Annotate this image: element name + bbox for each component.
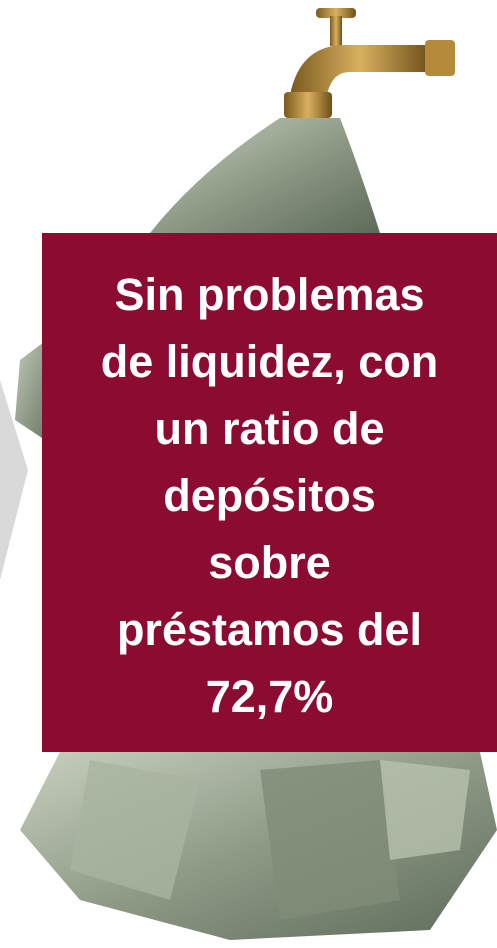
callout-text: un ratio de xyxy=(154,403,385,454)
callout-text: sobre xyxy=(208,537,331,588)
callout-box: Sin problemas de liquidez, con un ratio de… xyxy=(42,233,497,752)
chevron xyxy=(0,380,28,580)
faucet xyxy=(284,8,455,118)
callout-text: Sin problemas xyxy=(114,269,425,320)
callout-text: 72,7% xyxy=(205,671,334,722)
callout-text: depósitos xyxy=(163,470,376,521)
money xyxy=(15,118,497,940)
callout-text: préstamos del xyxy=(116,604,423,655)
callout-text: de liquidez, con xyxy=(100,336,439,387)
